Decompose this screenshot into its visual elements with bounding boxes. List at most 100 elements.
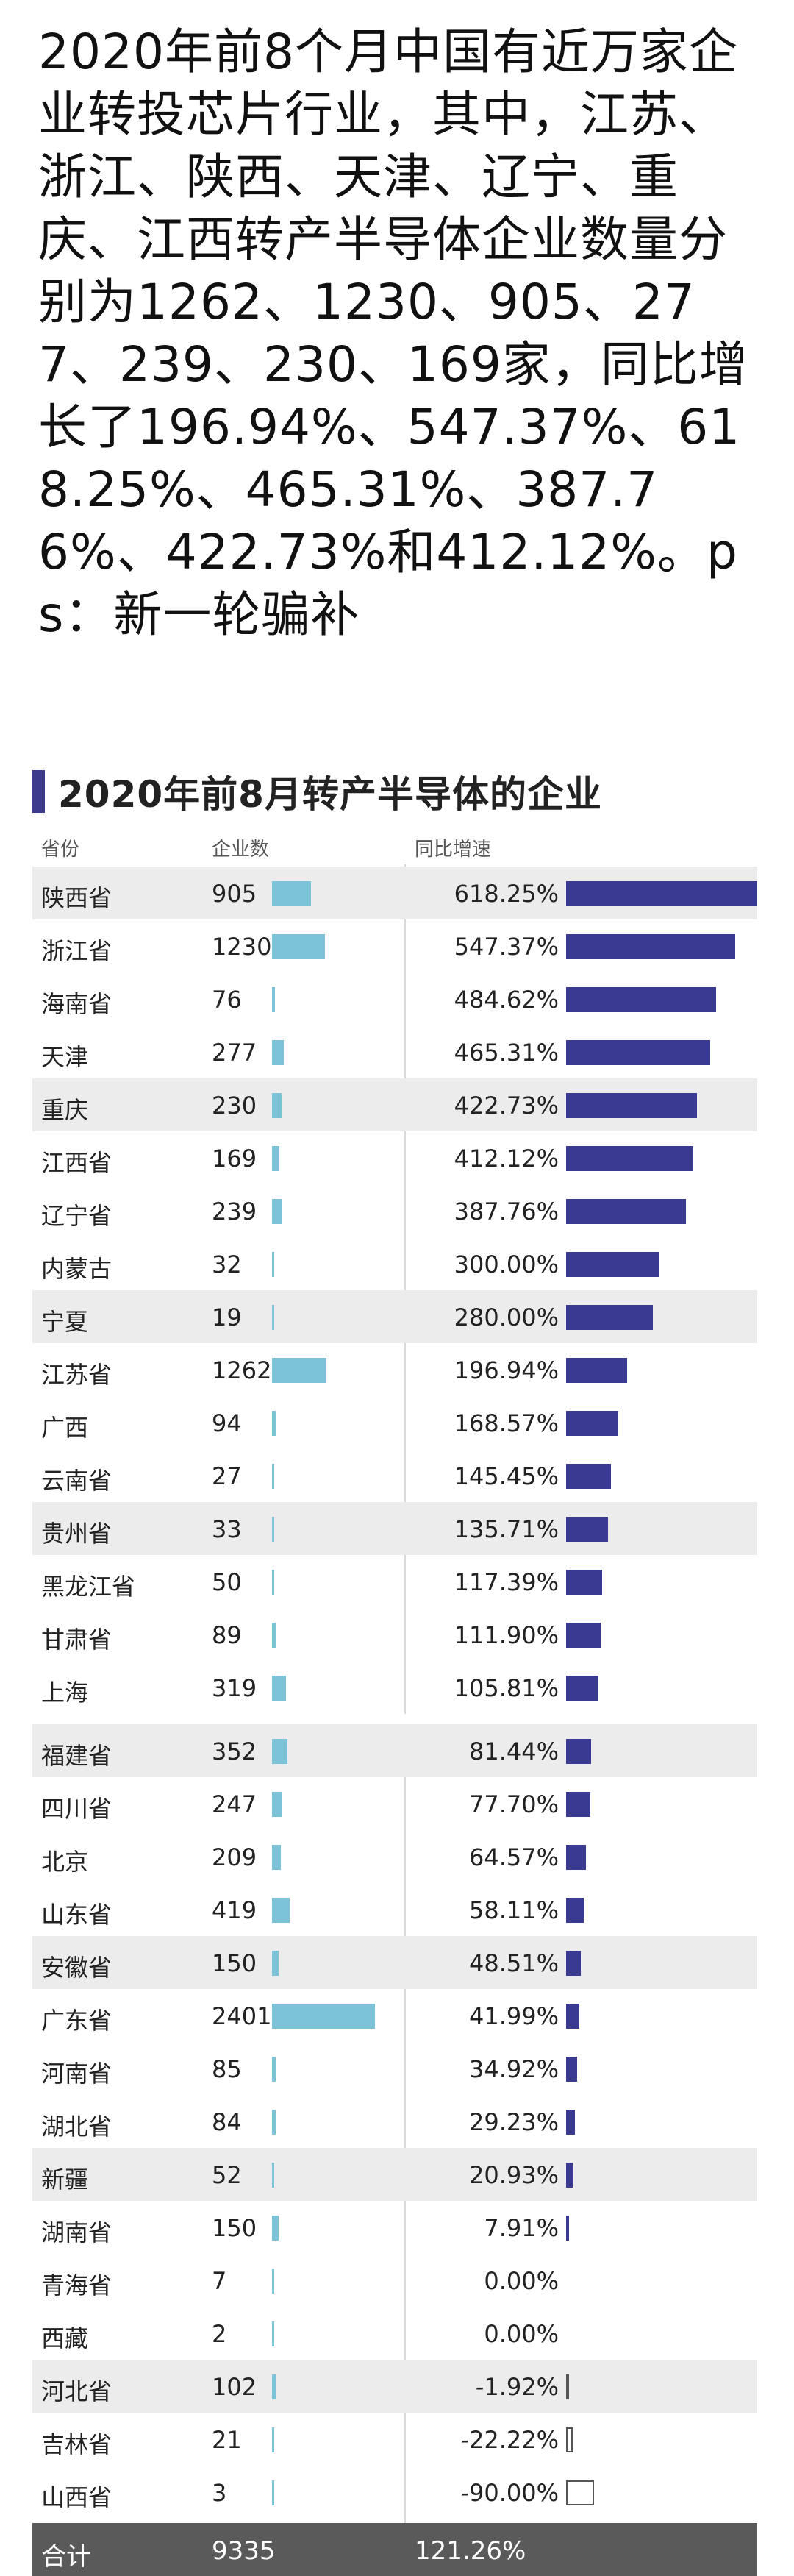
count-bar [272,1146,279,1171]
province-cell: 西藏 [41,2324,89,2352]
count-bar [272,2216,279,2241]
table-row: 吉林省 21 -22.22% [32,2413,757,2466]
count-cell: 247 [212,1790,257,1818]
count-cell: 85 [212,2055,242,2083]
province-cell: 新疆 [41,2166,89,2193]
count-bar [272,2321,274,2346]
province-cell: 广东省 [41,2007,112,2035]
table-row: 青海省 7 0.00% [32,2254,757,2307]
growth-bar [566,1305,653,1330]
growth-bar [566,2163,573,2188]
growth-cell: 117.39% [454,1568,559,1596]
growth-bar [566,1517,609,1542]
growth-cell: 7.91% [484,2214,559,2242]
title-accent-bar [32,770,45,813]
count-cell: 89 [212,1621,242,1649]
growth-cell: 64.57% [468,1843,559,1871]
column-divider [404,864,406,2556]
growth-bar [566,1623,601,1648]
total-count: 9335 [212,2536,276,2566]
total-label: 合计 [41,2542,91,2572]
growth-cell: -1.92% [475,2373,559,2401]
table-row: 河北省 102 -1.92% [32,2360,757,2413]
table-row: 广东省 2401 41.99% [32,1989,757,2042]
count-bar [272,1792,283,1817]
province-cell: 广西 [41,1414,89,1442]
growth-cell: 34.92% [468,2055,559,2083]
count-cell: 102 [212,2373,257,2401]
table-row: 北京 209 64.57% [32,1830,757,1883]
growth-cell: 145.45% [454,1462,559,1490]
count-bar [272,2004,375,2029]
count-cell: 2401 [212,2002,272,2030]
count-cell: 277 [212,1039,257,1067]
count-cell: 352 [212,1737,257,1765]
count-bar [272,1040,285,1065]
count-cell: 150 [212,1949,257,1977]
province-cell: 河南省 [41,2060,112,2088]
count-bar [272,1739,287,1764]
province-cell: 陕西省 [41,884,112,912]
count-cell: 239 [212,1198,257,1225]
count-bar [272,1305,274,1330]
count-cell: 7 [212,2267,227,2295]
growth-cell: -22.22% [460,2426,559,2454]
growth-cell: 300.00% [454,1250,559,1278]
table-row: 云南省 27 145.45% [32,1449,757,1502]
province-cell: 北京 [41,1848,89,1876]
count-bar [272,1676,286,1701]
count-bar [272,2480,274,2505]
growth-bar [566,1676,599,1701]
table-header: 省份 企业数 同比增速 [32,831,757,861]
count-cell: 1262 [212,1356,272,1384]
table-row: 安徽省 150 48.51% [32,1936,757,1989]
growth-cell: 29.23% [468,2108,559,2136]
growth-cell: 387.76% [454,1198,559,1225]
total-row: 合计 9335 121.26% [32,2523,757,2576]
intro-paragraph: 2020年前8个月中国有近万家企业转投芯片行业，其中，江苏、浙江、陕西、天津、辽… [38,24,748,643]
table-row: 山西省 3 -90.00% [32,2466,757,2519]
count-cell: 32 [212,1250,242,1278]
table-row: 新疆 52 20.93% [32,2148,757,2201]
province-cell: 上海 [41,1679,89,1707]
count-cell: 230 [212,1092,257,1120]
count-bar [272,1464,274,1489]
growth-cell: 412.12% [454,1145,559,1173]
count-cell: 1230 [212,933,272,961]
count-bar [272,1199,282,1224]
growth-bar [566,1845,587,1870]
growth-cell: 0.00% [484,2320,559,2348]
growth-cell: 618.25% [454,880,559,908]
growth-cell: 58.11% [468,1896,559,1924]
count-bar [272,2163,275,2188]
growth-cell: 196.94% [454,1356,559,1384]
province-cell: 山东省 [41,1901,112,1929]
table-row: 陕西省 905 618.25% [32,867,757,919]
province-cell: 江苏省 [41,1361,112,1389]
growth-bar [566,2057,577,2082]
growth-cell: 280.00% [454,1303,559,1331]
count-cell: 27 [212,1462,242,1490]
province-cell: 内蒙古 [41,1255,112,1283]
count-bar [272,934,325,959]
growth-cell: 111.90% [454,1621,559,1649]
growth-cell: 48.51% [468,1949,559,1977]
count-bar [272,2269,274,2294]
province-cell: 湖北省 [41,2113,112,2141]
count-cell: 94 [212,1409,242,1437]
chart-title-bar: 2020年前8月转产半导体的企业 [32,765,760,818]
province-cell: 宁夏 [41,1308,89,1336]
count-bar [272,1252,274,1277]
province-cell: 黑龙江省 [41,1573,136,1601]
count-cell: 419 [212,1896,257,1924]
growth-bar [566,987,716,1012]
growth-cell: -90.00% [460,2479,559,2507]
growth-bar [566,1792,590,1817]
growth-bar [566,1199,687,1224]
count-cell: 21 [212,2426,242,2454]
count-cell: 33 [212,1515,242,1543]
province-cell: 四川省 [41,1795,112,1823]
province-cell: 重庆 [41,1096,89,1124]
header-province: 省份 [41,839,80,861]
growth-cell: 77.70% [468,1790,559,1818]
